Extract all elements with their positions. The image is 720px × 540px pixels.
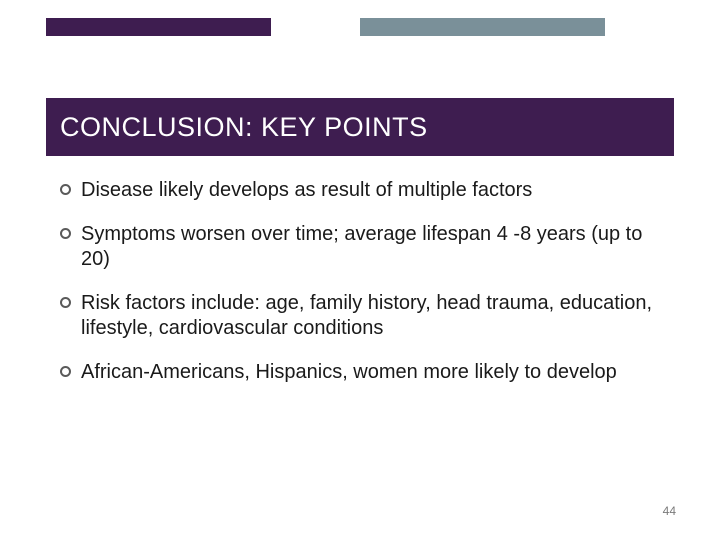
bullet-text: Disease likely develops as result of mul…	[81, 178, 660, 204]
bullet-text: Symptoms worsen over time; average lifes…	[81, 222, 660, 273]
accent-bar-mid	[282, 18, 350, 36]
bullet-text: Risk factors include: age, family histor…	[81, 291, 660, 342]
bullet-item: Symptoms worsen over time; average lifes…	[60, 222, 660, 273]
bullet-marker-icon	[60, 184, 71, 195]
page-number: 44	[663, 504, 676, 518]
bullet-marker-icon	[60, 366, 71, 377]
bullet-item: Disease likely develops as result of mul…	[60, 178, 660, 204]
accent-bar-left	[46, 18, 271, 36]
bullet-text: African-Americans, Hispanics, women more…	[81, 360, 660, 386]
slide-title: CONCLUSION: KEY POINTS	[60, 112, 428, 143]
accent-bar-right	[360, 18, 605, 36]
bullet-item: African-Americans, Hispanics, women more…	[60, 360, 660, 386]
title-block: CONCLUSION: KEY POINTS	[46, 98, 674, 156]
bullet-marker-icon	[60, 297, 71, 308]
slide-body: Disease likely develops as result of mul…	[60, 178, 660, 404]
bullet-marker-icon	[60, 228, 71, 239]
bullet-item: Risk factors include: age, family histor…	[60, 291, 660, 342]
slide: CONCLUSION: KEY POINTS Disease likely de…	[0, 0, 720, 540]
